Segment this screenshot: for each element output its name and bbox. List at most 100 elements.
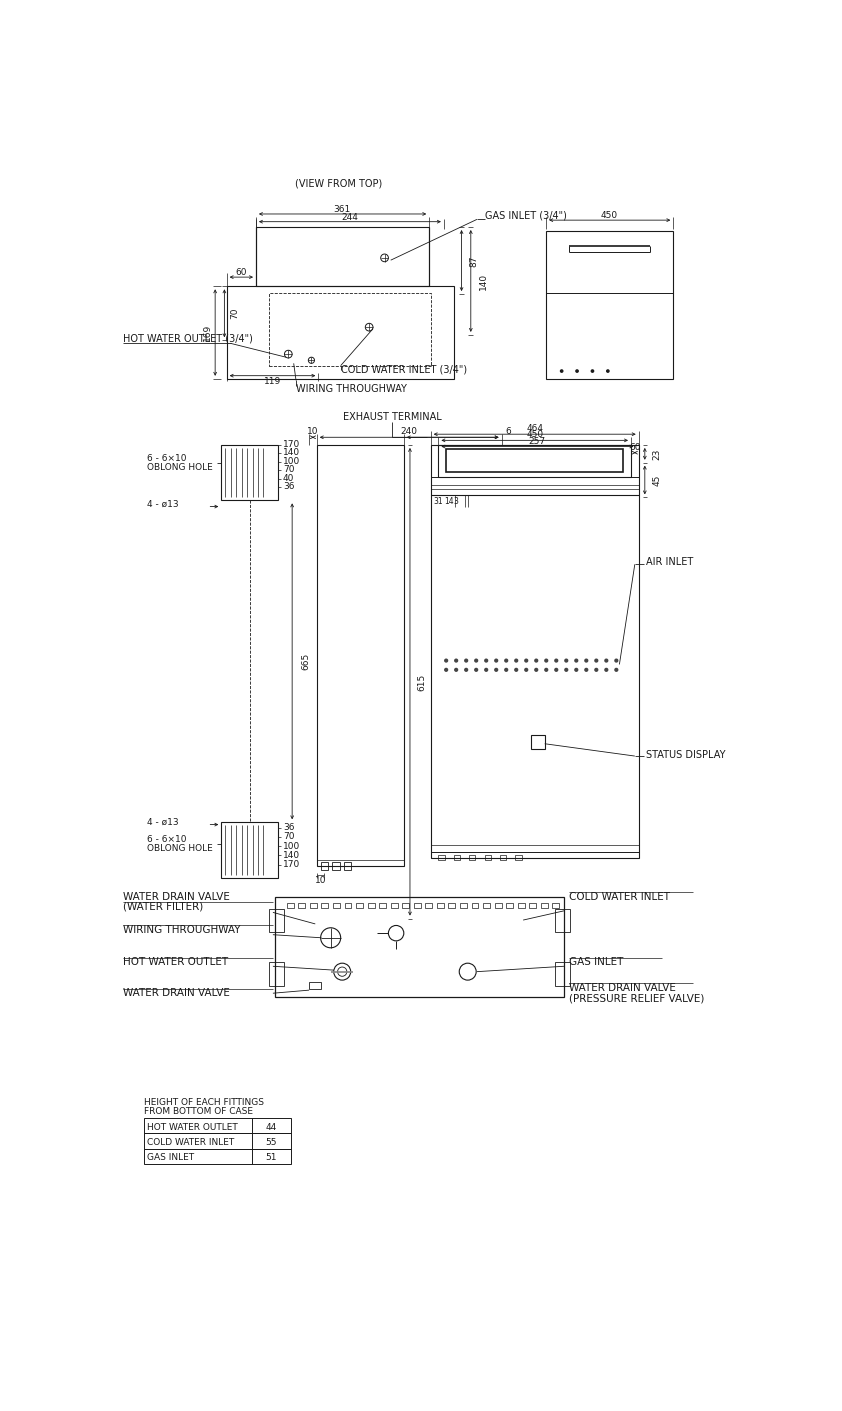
Text: 170: 170 bbox=[283, 440, 300, 450]
Bar bbox=[256, 227, 429, 286]
Circle shape bbox=[485, 669, 488, 672]
Bar bbox=[269, 909, 285, 931]
Text: GAS INLET (3/4"): GAS INLET (3/4") bbox=[485, 210, 567, 220]
Bar bbox=[144, 1118, 290, 1133]
Bar bbox=[472, 903, 478, 907]
Bar bbox=[226, 286, 454, 378]
Text: GAS INLET: GAS INLET bbox=[569, 958, 624, 968]
Circle shape bbox=[555, 669, 557, 672]
Bar bbox=[413, 903, 421, 907]
Text: 70: 70 bbox=[283, 832, 295, 841]
Circle shape bbox=[576, 370, 578, 373]
Text: FROM BOTTOM OF CASE: FROM BOTTOM OF CASE bbox=[144, 1106, 253, 1116]
Circle shape bbox=[585, 669, 588, 672]
Text: 87: 87 bbox=[469, 255, 478, 267]
Text: 3: 3 bbox=[454, 497, 459, 505]
Text: 450: 450 bbox=[601, 212, 618, 220]
Circle shape bbox=[514, 669, 518, 672]
Bar bbox=[483, 903, 490, 907]
Text: 40: 40 bbox=[283, 474, 295, 484]
Text: 361: 361 bbox=[333, 205, 351, 214]
Bar bbox=[469, 855, 476, 861]
Bar bbox=[356, 903, 363, 907]
Text: 169: 169 bbox=[203, 325, 212, 341]
Bar bbox=[506, 903, 513, 907]
Circle shape bbox=[465, 669, 467, 672]
Bar bbox=[287, 903, 294, 907]
Circle shape bbox=[615, 659, 618, 662]
Bar bbox=[431, 444, 638, 858]
Bar bbox=[298, 903, 306, 907]
Bar bbox=[552, 903, 559, 907]
Text: AIR INLET: AIR INLET bbox=[647, 557, 694, 567]
Text: 51: 51 bbox=[265, 1154, 277, 1163]
Text: (VIEW FROM TOP): (VIEW FROM TOP) bbox=[295, 178, 382, 188]
Circle shape bbox=[505, 659, 508, 662]
Circle shape bbox=[575, 659, 578, 662]
Bar bbox=[144, 1133, 290, 1149]
Bar bbox=[379, 903, 386, 907]
Bar bbox=[541, 903, 548, 907]
Text: WATER DRAIN VALVE: WATER DRAIN VALVE bbox=[123, 892, 230, 902]
Bar bbox=[269, 962, 285, 985]
Bar bbox=[309, 982, 322, 989]
Circle shape bbox=[445, 659, 448, 662]
Bar bbox=[333, 903, 340, 907]
Text: GAS INLET: GAS INLET bbox=[147, 1154, 195, 1163]
Text: 6: 6 bbox=[505, 428, 511, 436]
Bar bbox=[275, 897, 564, 998]
Text: HOT WATER OUTLET: HOT WATER OUTLET bbox=[147, 1123, 238, 1132]
Text: STATUS DISPLAY: STATUS DISPLAY bbox=[647, 749, 726, 759]
Circle shape bbox=[445, 669, 448, 672]
Text: 31: 31 bbox=[433, 497, 443, 505]
Bar bbox=[500, 855, 506, 861]
Text: 70: 70 bbox=[283, 466, 295, 474]
Bar bbox=[439, 855, 445, 861]
Text: COLD WATER INLET: COLD WATER INLET bbox=[569, 892, 670, 902]
Text: WATER DRAIN VALVE: WATER DRAIN VALVE bbox=[123, 988, 230, 998]
Text: 170: 170 bbox=[283, 861, 300, 869]
Circle shape bbox=[545, 669, 547, 672]
Bar bbox=[321, 862, 328, 871]
Bar bbox=[439, 444, 631, 477]
Bar bbox=[515, 855, 521, 861]
Text: 36: 36 bbox=[283, 483, 295, 491]
Bar bbox=[446, 449, 623, 471]
Text: 45: 45 bbox=[653, 474, 662, 485]
Text: 10: 10 bbox=[307, 428, 318, 436]
Circle shape bbox=[475, 669, 477, 672]
Bar bbox=[460, 903, 467, 907]
Circle shape bbox=[595, 659, 598, 662]
Text: 36: 36 bbox=[283, 823, 295, 832]
Bar bbox=[555, 962, 570, 985]
Bar bbox=[333, 862, 340, 871]
Text: OBLONG HOLE: OBLONG HOLE bbox=[147, 844, 213, 854]
Bar bbox=[344, 862, 351, 871]
Bar bbox=[269, 292, 431, 365]
Text: 55: 55 bbox=[265, 1139, 277, 1147]
Bar bbox=[530, 735, 545, 749]
Bar bbox=[402, 903, 409, 907]
Text: COLD WATER INLET: COLD WATER INLET bbox=[147, 1139, 235, 1147]
Bar bbox=[555, 909, 570, 931]
Text: 100: 100 bbox=[283, 457, 300, 467]
Text: 665: 665 bbox=[301, 653, 311, 670]
Text: 44: 44 bbox=[266, 1123, 277, 1132]
Text: 4 - ø13: 4 - ø13 bbox=[147, 499, 179, 509]
Circle shape bbox=[595, 669, 598, 672]
Text: WIRING THROUGHWAY: WIRING THROUGHWAY bbox=[123, 926, 240, 935]
Text: 4 - ø13: 4 - ø13 bbox=[147, 818, 179, 827]
Bar bbox=[310, 903, 317, 907]
Circle shape bbox=[535, 659, 538, 662]
Text: 140: 140 bbox=[283, 851, 300, 859]
Text: 100: 100 bbox=[283, 841, 300, 851]
Bar bbox=[221, 823, 279, 878]
Text: HOT WATER OUTLET (3/4"): HOT WATER OUTLET (3/4") bbox=[123, 334, 253, 344]
Text: 10: 10 bbox=[315, 876, 327, 885]
Circle shape bbox=[455, 659, 457, 662]
Bar bbox=[317, 444, 404, 866]
Circle shape bbox=[535, 669, 538, 672]
Bar bbox=[144, 1149, 290, 1164]
Text: 140: 140 bbox=[478, 272, 488, 289]
Text: (WATER FILTER): (WATER FILTER) bbox=[123, 902, 203, 912]
